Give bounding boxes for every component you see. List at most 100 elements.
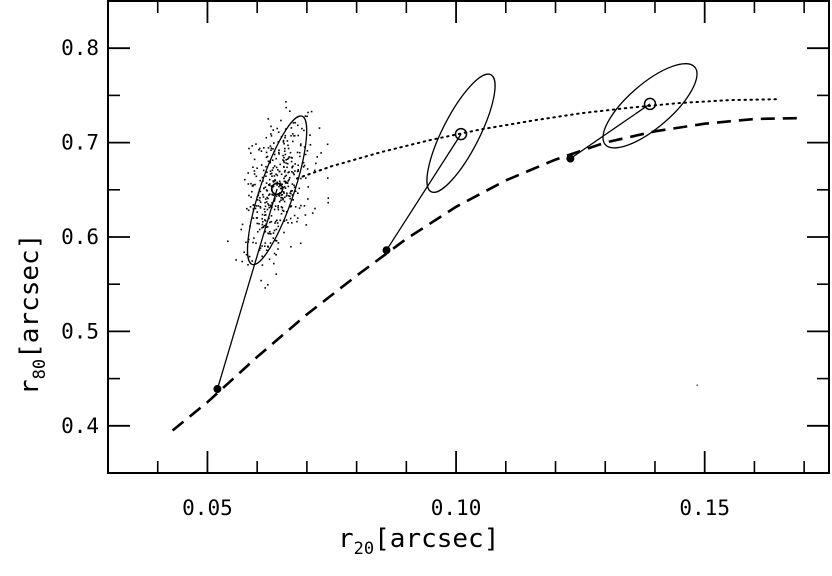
cloud-point <box>282 141 285 143</box>
cloud-point <box>296 217 299 219</box>
cloud-point <box>272 185 275 187</box>
cloud-point <box>267 284 269 286</box>
cloud-point <box>264 219 266 221</box>
cloud-point <box>294 121 297 124</box>
cloud-point <box>264 220 267 222</box>
cloud-point <box>291 190 293 192</box>
cloud-point <box>255 217 258 219</box>
cloud-point <box>261 213 264 216</box>
cloud-point <box>264 201 266 204</box>
cloud-point <box>284 187 287 189</box>
cloud-point <box>283 150 286 152</box>
cloud-point <box>270 149 272 151</box>
cloud-point <box>306 168 309 170</box>
x-axis-label-sub: 20 <box>354 539 374 559</box>
series-layer <box>171 98 800 432</box>
cloud-point <box>303 205 306 207</box>
cloud-point <box>267 197 269 200</box>
cloud-point <box>252 241 254 244</box>
cloud-point <box>292 140 294 143</box>
cloud-point <box>277 225 280 228</box>
cloud-point <box>273 200 276 202</box>
cloud-point <box>271 193 274 196</box>
cloud-point <box>262 196 265 198</box>
cloud-point <box>268 204 270 207</box>
cloud-point <box>268 178 271 181</box>
cloud-point <box>263 187 265 190</box>
cloud-point <box>250 152 252 154</box>
cloud-point <box>227 240 229 243</box>
point-layer <box>213 97 698 393</box>
cloud-point <box>269 242 272 244</box>
cloud-point <box>286 158 289 160</box>
cloud-point <box>272 232 275 234</box>
cloud-point <box>287 185 290 188</box>
cloud-point <box>269 183 271 185</box>
cloud-point <box>284 136 286 139</box>
y-axis-label-sub: 80 <box>30 359 50 379</box>
error-ellipse <box>602 63 698 149</box>
cloud-point <box>285 195 288 197</box>
cloud-point <box>278 185 280 188</box>
cloud-point <box>286 162 289 165</box>
cloud-point <box>290 156 293 159</box>
cloud-point <box>280 199 282 201</box>
cloud-point <box>270 220 273 223</box>
dotted-curve <box>296 98 781 180</box>
cloud-point <box>307 198 309 200</box>
cloud-point <box>266 226 269 228</box>
cloud-point <box>293 214 296 217</box>
cloud-point <box>318 127 321 129</box>
cloud-point <box>294 206 297 208</box>
cloud-point <box>300 177 302 180</box>
cloud-point <box>235 259 237 261</box>
cloud-point <box>298 187 301 190</box>
cloud-point <box>268 194 270 196</box>
cloud-point <box>258 147 261 150</box>
cloud-point <box>283 156 285 159</box>
x-axis-label-base: r <box>338 524 354 554</box>
cloud-point <box>263 224 266 227</box>
cloud-point <box>282 159 284 161</box>
cloud-point <box>263 208 266 210</box>
cloud-point <box>269 204 272 207</box>
cloud-point <box>251 260 253 262</box>
cloud-point <box>278 180 281 183</box>
cloud-point <box>275 157 277 160</box>
cloud-point <box>283 220 286 222</box>
cloud-point <box>292 172 295 174</box>
cloud-point <box>309 134 311 136</box>
cloud-point <box>258 149 260 151</box>
cloud-point <box>283 180 286 183</box>
cloud-point <box>262 193 264 196</box>
cloud-point <box>302 161 305 164</box>
cloud-point <box>270 147 273 149</box>
filled-point <box>566 154 575 163</box>
cloud-point <box>285 159 287 161</box>
cloud-point <box>266 196 268 199</box>
cloud-point <box>273 262 275 265</box>
cloud-point <box>263 147 265 149</box>
cloud-point <box>290 190 292 192</box>
cloud-point <box>289 192 291 194</box>
cloud-point <box>241 260 243 263</box>
cloud-point <box>265 249 268 251</box>
cloud-point <box>273 153 276 156</box>
filled-point <box>382 246 391 255</box>
cloud-point <box>303 129 305 132</box>
cloud-point <box>310 110 313 113</box>
cloud-point <box>248 238 250 241</box>
cloud-point <box>265 165 267 168</box>
stray-point <box>696 384 698 387</box>
cloud-point <box>255 242 257 244</box>
cloud-point <box>280 206 283 208</box>
cloud-point <box>273 180 275 183</box>
cloud-point <box>275 166 278 169</box>
cloud-point <box>277 206 279 209</box>
cloud-point <box>261 227 263 229</box>
cloud-point <box>307 186 309 188</box>
cloud-point <box>268 206 270 209</box>
cloud-point <box>304 115 307 117</box>
y-tick-label: 0.4 <box>61 414 99 438</box>
tick-layer: 0.05 0.10 0.15 0.4 0.5 0.6 0.7 0.8 <box>61 0 829 520</box>
